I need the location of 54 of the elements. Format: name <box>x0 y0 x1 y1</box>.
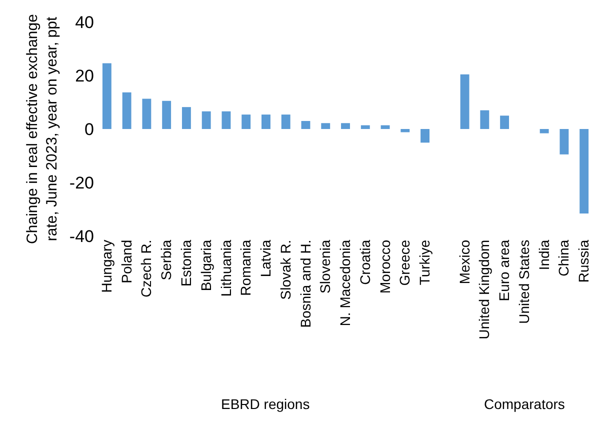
x-tick-label: Hungary <box>98 240 114 293</box>
x-tick-label: Poland <box>118 240 134 284</box>
x-tick-label: Estonia <box>178 240 194 287</box>
x-tick-label: Slovenia <box>317 240 334 294</box>
y-tick-label: 0 <box>84 120 94 139</box>
x-tick-label: Mexico <box>456 240 472 284</box>
x-tick-label: United Kingdom <box>476 240 492 340</box>
x-tick-label: Latvia <box>258 240 274 278</box>
bar <box>540 129 549 134</box>
x-tick-label: Morocco <box>376 240 393 294</box>
bar <box>400 129 410 132</box>
y-axis-title: Chainge in real effective exchange rate, June 2023, year on year, ppt <box>24 14 61 244</box>
bar <box>301 120 310 129</box>
x-tick-label: Czech R. <box>138 240 154 298</box>
y-tick-label: -40 <box>69 226 94 246</box>
x-tick-label: Croatia <box>356 240 373 285</box>
x-tick-label: Turkiye <box>416 240 433 286</box>
y-tick-label: 40 <box>75 12 94 32</box>
x-tick-label: Lithuania <box>218 240 234 297</box>
bar <box>142 98 152 129</box>
y-tick-label: 20 <box>75 66 94 86</box>
x-tick-label: Romania <box>238 240 254 296</box>
bar <box>262 114 270 129</box>
text: Comparators <box>484 396 565 412</box>
x-tick-label: Bulgaria <box>198 240 214 292</box>
x-tick-label: Slovak R. <box>277 240 294 300</box>
bar <box>580 129 589 214</box>
bar <box>460 74 470 129</box>
x-tick-label: N. Macedonia <box>337 240 354 326</box>
x-tick-label: Euro area <box>496 240 512 302</box>
x-tick-label: China <box>556 240 572 276</box>
text: EBRD regions <box>221 396 310 412</box>
x-tick-label: Greece <box>396 240 413 286</box>
bar <box>420 129 430 143</box>
bar <box>560 129 569 154</box>
bar <box>202 111 211 129</box>
bar <box>341 123 350 129</box>
bar <box>182 107 191 129</box>
bar <box>480 110 490 129</box>
y-tick-label: -20 <box>69 173 94 192</box>
bar <box>242 114 251 129</box>
bar <box>102 63 112 129</box>
bar <box>321 123 330 129</box>
bar <box>500 116 510 129</box>
bar <box>162 100 172 129</box>
x-tick-label: Serbia <box>158 240 174 280</box>
x-tick-label: Bosnia and H. <box>297 240 314 328</box>
x-tick-label: Russia <box>576 240 592 283</box>
bar <box>122 92 132 129</box>
x-tick-label: United States <box>516 240 532 324</box>
bar <box>222 111 231 129</box>
bar <box>281 114 290 129</box>
bar <box>360 125 370 129</box>
x-tick-label: India <box>536 240 552 270</box>
